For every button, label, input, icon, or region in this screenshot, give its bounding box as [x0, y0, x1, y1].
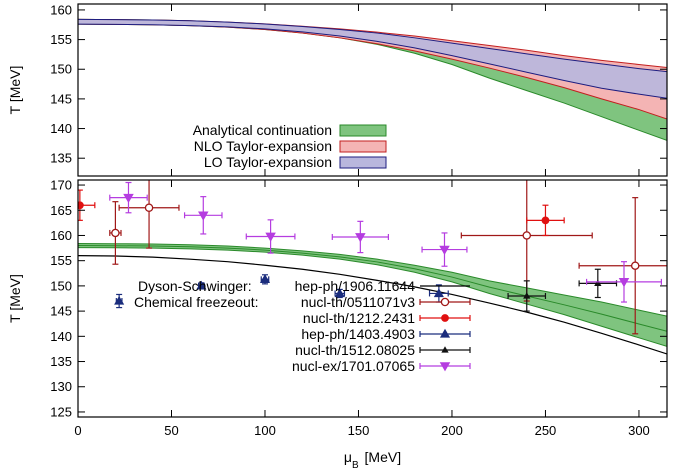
bottom-xlabel: μB [MeV]	[344, 449, 401, 470]
bottom-ytick-label: 165	[50, 203, 72, 218]
top-panel: 135 140 145 150 155 160 T [MeV] Analytical cont…	[7, 2, 668, 177]
legend-label-series: nucl-th/1212.2431	[303, 310, 415, 326]
bottom-xtick-label: 300	[628, 423, 650, 438]
legend-label-series: nucl-ex/1701.07065	[292, 358, 415, 374]
top-ylabel: T [MeV]	[7, 66, 23, 115]
lo-taylor-band	[78, 19, 667, 99]
data-point-marker	[523, 292, 531, 299]
xlabel-unit: [MeV]	[361, 449, 401, 465]
band-bottom-lower-edge	[78, 247, 667, 347]
bottom-plot-area	[78, 180, 667, 355]
band-bottom-upper-edge	[78, 243, 667, 317]
top-ytick-label: 135	[50, 151, 72, 166]
top-ytick-label: 150	[50, 62, 72, 77]
bottom-xtick-label: 100	[254, 423, 276, 438]
lo-taylor-band-upper-edge	[78, 18, 667, 73]
data-point-marker	[198, 211, 209, 221]
top-ytick-label: 155	[50, 32, 72, 47]
xlabel-sub: B	[352, 460, 359, 470]
legend-swatch-marker	[439, 328, 451, 338]
top-legend-label: LO Taylor-expansion	[204, 154, 332, 170]
data-point-marker	[334, 288, 345, 298]
bottom-ytick-label: 145	[50, 304, 72, 319]
bottom-ytick-label: 140	[50, 329, 72, 344]
bottom-ytick-label: 130	[50, 379, 72, 394]
legend-label-series: hep-ph/1403.4903	[301, 326, 415, 342]
data-point-marker	[196, 280, 207, 290]
bottom-ytick-label: 155	[50, 253, 72, 268]
series-nucl-th-0511071v3	[109, 180, 667, 335]
legend-swatch-marker	[439, 362, 451, 372]
legend-label-series: nucl-th/1512.08025	[295, 342, 415, 358]
bottom-frame	[77, 179, 668, 418]
bottom-xtick-label: 150	[348, 423, 370, 438]
bottom-ytick-label: 135	[50, 354, 72, 369]
analytical-continuation-band-bottom	[78, 243, 667, 347]
data-point-marker	[618, 278, 630, 288]
nlo-taylor-band-legend-swatch	[339, 140, 387, 153]
series-nucl-ex-1701-07065	[109, 181, 662, 303]
legend-label-series: nucl-th/0511071v3	[301, 294, 415, 310]
dyson-schwinger-curve	[78, 255, 667, 355]
xlabel-main: μ	[344, 449, 352, 465]
top-plot-area	[78, 18, 667, 141]
top-ytick-label: 160	[50, 2, 72, 17]
bottom-xtick-label: 250	[535, 423, 557, 438]
top-legend-label: Analytical continuation	[193, 122, 332, 138]
bottom-ytick-label: 150	[50, 278, 72, 293]
legend-swatch-marker	[440, 297, 450, 307]
data-point-marker	[522, 231, 532, 240]
data-point-marker	[594, 279, 602, 286]
bottom-ytick-label: 160	[50, 228, 72, 243]
data-point-marker	[355, 233, 366, 243]
legend-group-dyson-schwinger: Dyson-Schwinger:	[138, 278, 252, 294]
bottom-legend: Dyson-Schwinger: hep-ph/1906.11644 Chemica…	[134, 278, 471, 374]
bottom-ytick-label: 170	[50, 178, 72, 193]
legend-label-dyson-schwinger: hep-ph/1906.11644	[295, 278, 416, 294]
data-point-marker	[265, 232, 276, 242]
bottom-panel: 125 130 135 140 145 150 155 160 165 170 0 50 100 150 2…	[7, 178, 668, 470]
data-point-marker	[144, 203, 154, 212]
bottom-xtick-label: 50	[164, 423, 178, 438]
analytical-continuation-band-legend-swatch	[339, 124, 387, 137]
top-frame	[77, 3, 668, 177]
data-point-marker	[123, 193, 134, 204]
lo-taylor-band-lower-edge	[78, 23, 667, 99]
series-nucl-th-1212-2431	[78, 189, 565, 237]
bottom-ytick-label: 125	[50, 404, 72, 419]
top-legend-label: NLO Taylor-expansion	[194, 138, 332, 154]
data-point-marker	[259, 274, 271, 283]
data-point-marker	[114, 295, 125, 305]
data-point-marker	[439, 245, 450, 255]
lo-taylor-band-legend-swatch	[339, 156, 387, 169]
bottom-xtick-label: 0	[74, 423, 81, 438]
data-point-marker	[78, 201, 84, 210]
bottom-xtick-label: 200	[441, 423, 463, 438]
legend-group-chemical-freezeout: Chemical freezeout:	[134, 294, 259, 310]
legend-swatch-marker	[441, 314, 449, 322]
series-hep-ph-1403-4903	[114, 274, 449, 309]
data-point-marker	[630, 261, 640, 270]
legend-swatch-marker	[441, 346, 449, 353]
top-ytick-label: 140	[50, 121, 72, 136]
band-bottom-center-line	[78, 245, 667, 332]
data-point-marker	[111, 228, 120, 238]
data-point-marker	[541, 216, 550, 225]
series-nucl-th-1512-08025	[507, 268, 618, 312]
data-point-marker	[433, 288, 444, 298]
bottom-ylabel: T [MeV]	[7, 274, 23, 323]
top-ytick-label: 145	[50, 91, 72, 106]
